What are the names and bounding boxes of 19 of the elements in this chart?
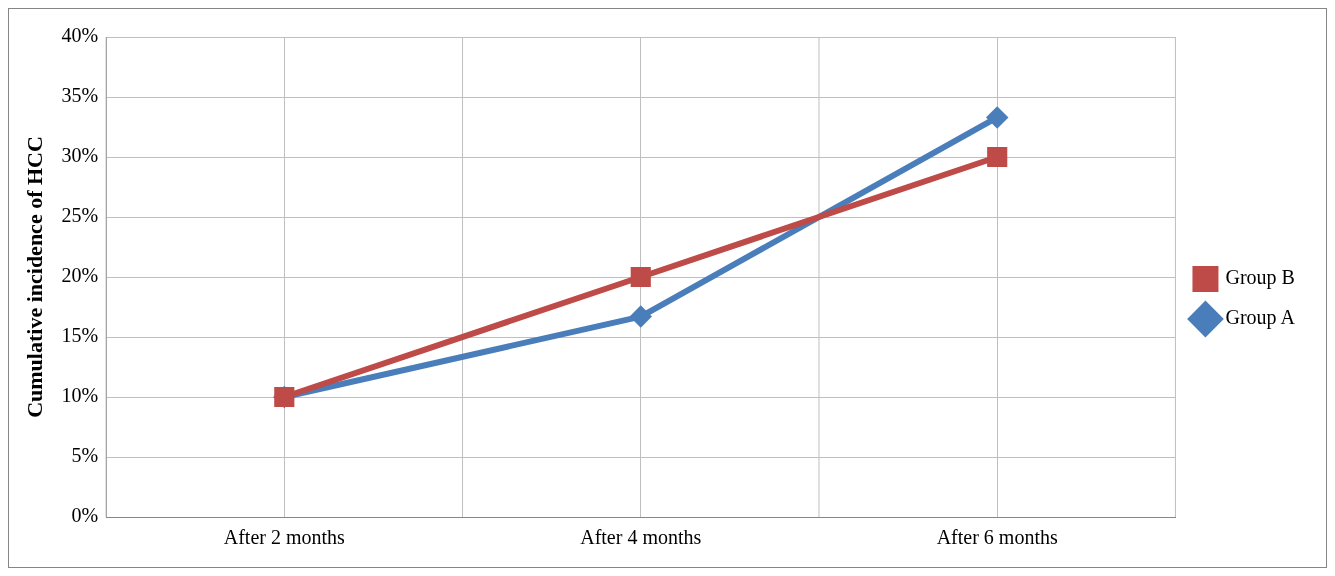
y-tick-label: 15%	[61, 324, 99, 347]
y-tick-label: 0%	[71, 504, 99, 527]
y-tick-label: 25%	[61, 204, 99, 227]
y-tick-label: 30%	[61, 144, 99, 167]
x-tick-label: After 4 months	[580, 526, 702, 549]
y-axis-title: Cumulative incidence of HCC	[21, 136, 47, 418]
point	[630, 266, 651, 288]
legend-label: Group B	[1225, 266, 1295, 290]
y-tick-label: 20%	[61, 264, 99, 287]
point	[630, 306, 651, 327]
y-tick-label: 40%	[61, 24, 99, 47]
point	[987, 146, 1008, 168]
legend-label: Group A	[1225, 306, 1296, 330]
x-tick-label: After 2 months	[223, 526, 346, 549]
y-tick-label: 35%	[61, 84, 99, 107]
y-tick-label: 5%	[71, 444, 99, 467]
x-tick-label: After 6 months	[936, 526, 1058, 549]
point	[987, 107, 1008, 128]
y-tick-label: 10%	[61, 384, 99, 407]
